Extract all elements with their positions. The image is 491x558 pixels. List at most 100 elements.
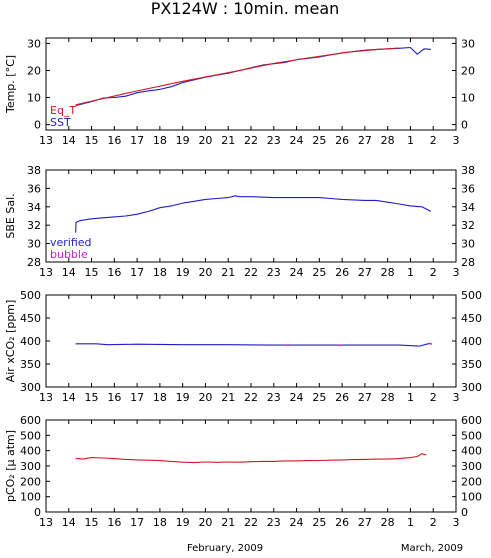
- x-tick-label: 25: [312, 266, 326, 279]
- x-tick-label: 22: [244, 134, 258, 147]
- x-tick-label: 28: [381, 134, 395, 147]
- x-tick-label: 3: [453, 391, 460, 404]
- y-tick-label-right: 100: [461, 491, 482, 504]
- y-tick-label-right: 450: [461, 312, 482, 325]
- x-tick-label: 26: [335, 391, 349, 404]
- y-tick-label-right: 350: [461, 358, 482, 371]
- x-tick-label: 24: [290, 134, 304, 147]
- x-tick-label: 16: [107, 391, 121, 404]
- x-tick-label: 27: [358, 266, 372, 279]
- y-tick-label-right: 300: [461, 460, 482, 473]
- x-tick-label: 20: [198, 134, 212, 147]
- x-tick-label: 17: [130, 391, 144, 404]
- x-tick-label: 15: [85, 266, 99, 279]
- x-tick-label: 21: [221, 516, 235, 529]
- x-tick-label: 2: [430, 266, 437, 279]
- y-tick-label-left: 450: [20, 312, 41, 325]
- x-tick-label: 13: [39, 516, 53, 529]
- y-tick-label-right: 500: [461, 289, 482, 302]
- plot-frame: [45, 37, 457, 131]
- y-tick-label-right: 600: [461, 414, 482, 427]
- y-tick-label-right: 30: [461, 37, 475, 50]
- series-line-air-xco2: [75, 342, 432, 347]
- y-tick-label-left: 30: [27, 238, 41, 251]
- x-tick-label: 24: [290, 391, 304, 404]
- y-tick-label-left: 500: [20, 429, 41, 442]
- y-tick-label-right: 400: [461, 445, 482, 458]
- panel-1: 13 14 15 16 17 18 19 20 21 22 23 24 25 26 27 28 1 2 30 010 1…: [4, 37, 475, 147]
- x-tick-label: 23: [267, 266, 281, 279]
- y-axis-label: Air xCO₂ [ppm]: [4, 300, 17, 383]
- x-tick-label: 26: [335, 134, 349, 147]
- x-tick-label: 17: [130, 516, 144, 529]
- y-tick-label-right: 32: [461, 219, 475, 232]
- y-tick-label-right: 500: [461, 429, 482, 442]
- legend-entry: SST: [50, 116, 71, 129]
- x-tick-label: 23: [267, 391, 281, 404]
- x-tick-label: 20: [198, 391, 212, 404]
- y-tick-label-left: 34: [27, 201, 41, 214]
- x-tick-label: 28: [381, 516, 395, 529]
- x-tick-label: 23: [267, 516, 281, 529]
- x-tick-label: 23: [267, 134, 281, 147]
- x-tick-label: 18: [153, 391, 167, 404]
- y-tick-label-left: 20: [27, 64, 41, 77]
- chart-title: PX124W : 10min. mean: [151, 0, 340, 18]
- series-line-eq-t: [75, 47, 400, 106]
- x-tick-label: 2: [430, 391, 437, 404]
- y-tick-label-right: 0: [461, 506, 468, 519]
- x-tick-label: 24: [290, 516, 304, 529]
- x-tick-label: 13: [39, 391, 53, 404]
- panel-2: 13 14 15 16 17 18 19 20 21 22 23 24 25 26 27 28 1 2 328 283…: [4, 164, 475, 279]
- x-tick-label: 22: [244, 391, 258, 404]
- y-tick-label-left: 350: [20, 358, 41, 371]
- footer-february-label: February, 2009: [187, 543, 263, 554]
- y-tick-label-left: 38: [27, 164, 41, 177]
- x-tick-label: 15: [85, 134, 99, 147]
- x-tick-label: 15: [85, 391, 99, 404]
- y-tick-label-left: 600: [20, 414, 41, 427]
- x-tick-label: 13: [39, 134, 53, 147]
- y-tick-label-left: 100: [20, 491, 41, 504]
- y-tick-label-left: 0: [34, 119, 41, 132]
- x-tick-label: 28: [381, 391, 395, 404]
- plot-frame: [45, 419, 457, 513]
- y-tick-label-right: 400: [461, 335, 482, 348]
- x-tick-label: 19: [176, 134, 190, 147]
- x-tick-label: 16: [107, 266, 121, 279]
- footer-march-label: March, 2009: [401, 543, 463, 554]
- x-tick-label: 18: [153, 516, 167, 529]
- legend-entry: bubble: [50, 248, 88, 261]
- y-tick-label-right: 300: [461, 381, 482, 394]
- x-tick-label: 27: [358, 134, 372, 147]
- x-tick-label: 17: [130, 266, 144, 279]
- panel-4: 13 14 15 16 17 18 19 20 21 22 23 24 25 26 27 28 1 2 30 0100…: [4, 414, 482, 529]
- x-tick-label: 13: [39, 266, 53, 279]
- y-axis-label: SBE Sal.: [4, 193, 17, 238]
- x-tick-label: 21: [221, 391, 235, 404]
- y-tick-label-right: 10: [461, 92, 475, 105]
- x-tick-label: 2: [430, 134, 437, 147]
- x-tick-label: 3: [453, 266, 460, 279]
- legend-entry: verified: [50, 236, 92, 249]
- x-tick-label: 25: [312, 134, 326, 147]
- x-tick-label: 17: [130, 134, 144, 147]
- x-tick-label: 22: [244, 266, 258, 279]
- x-tick-label: 28: [381, 266, 395, 279]
- y-tick-label-left: 200: [20, 475, 41, 488]
- y-tick-label-right: 34: [461, 201, 475, 214]
- series-line-sst: [75, 46, 431, 107]
- series-line-pco2: [75, 453, 427, 464]
- plot-frame: [45, 169, 457, 263]
- y-tick-label-left: 28: [27, 256, 41, 269]
- x-tick-label: 20: [198, 266, 212, 279]
- y-axis-label: Temp. [°C]: [4, 55, 17, 114]
- x-tick-label: 19: [176, 516, 190, 529]
- x-tick-label: 26: [335, 266, 349, 279]
- x-tick-label: 18: [153, 134, 167, 147]
- x-tick-label: 19: [176, 391, 190, 404]
- y-tick-label-right: 20: [461, 64, 475, 77]
- x-tick-label: 3: [453, 134, 460, 147]
- x-tick-label: 25: [312, 391, 326, 404]
